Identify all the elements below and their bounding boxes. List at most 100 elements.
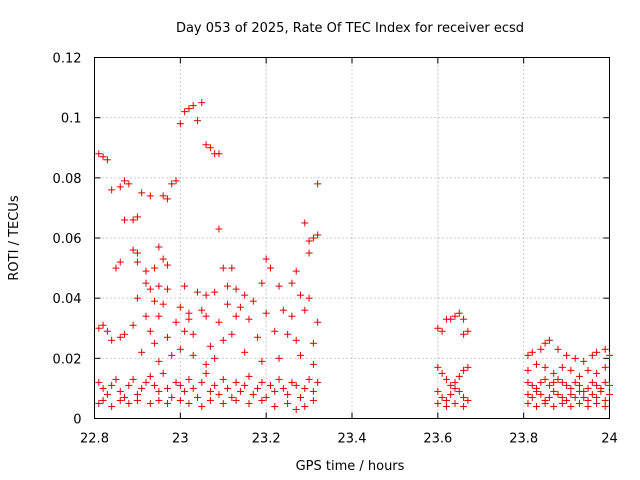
data-point <box>575 372 583 380</box>
data-point <box>194 117 201 125</box>
data-point <box>163 384 171 392</box>
data-point <box>189 351 197 359</box>
data-point <box>241 381 249 389</box>
data-point <box>155 396 163 404</box>
data-point <box>215 390 223 398</box>
data-point <box>206 387 214 395</box>
data-point <box>254 384 262 392</box>
data-point <box>202 291 210 299</box>
chart-title: Day 053 of 2025, Rate Of TEC Index for r… <box>176 21 524 36</box>
data-point <box>138 384 146 392</box>
data-point <box>155 282 163 290</box>
data-point <box>142 378 150 386</box>
data-point <box>563 396 571 404</box>
data-point <box>198 402 206 410</box>
data-point <box>314 180 322 188</box>
data-point <box>271 327 279 335</box>
data-point <box>584 366 592 374</box>
data-point <box>181 327 189 335</box>
data-point <box>142 279 150 287</box>
data-point <box>129 216 137 224</box>
data-point <box>133 258 141 266</box>
data-point <box>112 375 120 383</box>
data-point <box>176 303 184 311</box>
data-point <box>185 399 193 407</box>
data-point <box>593 399 601 407</box>
data-point <box>451 378 459 386</box>
data-point <box>168 351 176 359</box>
data-point <box>159 255 167 263</box>
data-point <box>185 315 193 323</box>
data-point <box>447 315 455 323</box>
data-point <box>575 399 583 407</box>
data-point <box>558 399 566 407</box>
data-point <box>254 333 262 341</box>
data-point <box>606 381 613 389</box>
data-point <box>438 369 446 377</box>
data-point <box>606 390 613 398</box>
data-point <box>258 279 266 287</box>
data-point <box>181 108 189 116</box>
x-tick-label: 23.8 <box>509 432 538 447</box>
data-point <box>151 297 159 305</box>
data-point <box>279 384 287 392</box>
data-point <box>95 399 103 407</box>
data-point <box>455 387 463 395</box>
data-point <box>271 402 279 410</box>
data-point <box>151 264 159 272</box>
data-point <box>601 345 609 353</box>
data-point <box>245 315 253 323</box>
data-point <box>541 399 549 407</box>
data-point <box>464 363 472 371</box>
data-point <box>601 363 609 371</box>
data-point <box>588 378 596 386</box>
data-points <box>95 99 613 413</box>
data-point <box>279 306 287 314</box>
data-point <box>541 339 549 347</box>
data-point <box>129 246 137 254</box>
data-point <box>163 261 171 269</box>
data-point <box>309 387 317 395</box>
data-point <box>181 387 189 395</box>
data-point <box>163 333 171 341</box>
data-point <box>129 321 137 329</box>
data-point <box>541 375 549 383</box>
x-tick-label: 23.6 <box>423 432 452 447</box>
data-point <box>228 393 236 401</box>
data-point <box>434 363 442 371</box>
data-point <box>258 396 266 404</box>
data-point <box>206 144 214 152</box>
data-point <box>202 312 210 320</box>
data-point <box>99 384 107 392</box>
data-point <box>550 387 558 395</box>
data-point <box>601 378 609 386</box>
data-point <box>309 339 317 347</box>
data-point <box>108 336 116 344</box>
data-point <box>528 348 536 356</box>
data-point <box>550 402 558 410</box>
data-point <box>533 402 541 410</box>
y-tick-label: 0.04 <box>53 292 82 307</box>
data-point <box>211 354 219 362</box>
data-point <box>151 339 159 347</box>
data-point <box>121 177 129 185</box>
data-point <box>95 150 103 158</box>
data-point <box>198 306 206 314</box>
data-point <box>301 402 309 410</box>
data-point <box>584 402 592 410</box>
data-point <box>292 267 300 275</box>
y-tick-label: 0.08 <box>53 172 82 187</box>
data-point <box>121 393 129 401</box>
data-point <box>103 327 111 335</box>
data-point <box>571 378 579 386</box>
data-point <box>567 384 575 392</box>
data-point <box>545 393 553 401</box>
data-point <box>309 360 317 368</box>
x-axis-label: GPS time / hours <box>296 459 405 474</box>
data-point <box>249 297 257 305</box>
data-point <box>301 306 309 314</box>
data-point <box>121 330 129 338</box>
data-point <box>262 309 270 317</box>
data-point <box>455 372 463 380</box>
x-tick-label: 24 <box>601 432 618 447</box>
